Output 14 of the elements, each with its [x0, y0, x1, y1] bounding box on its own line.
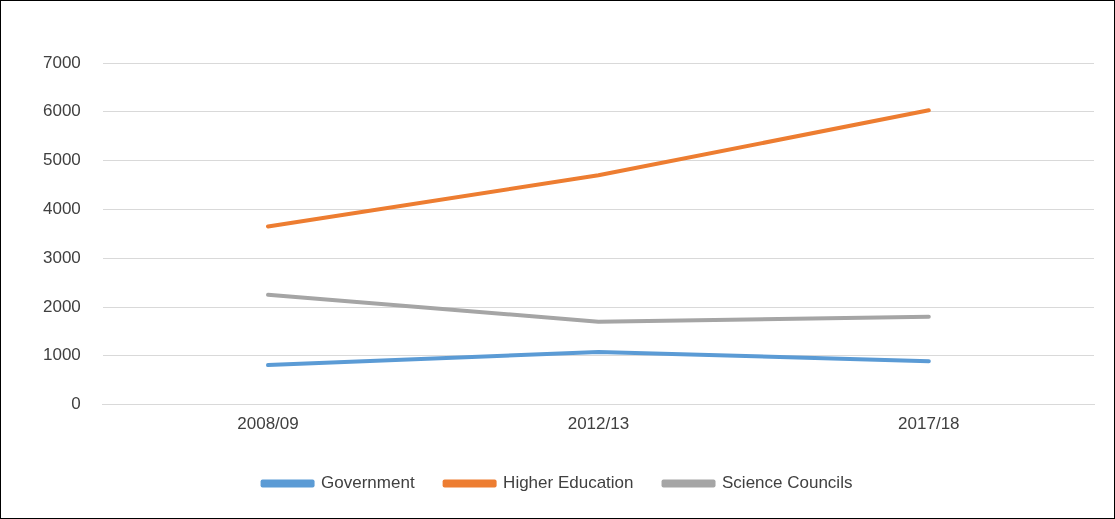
- y-tick-label: 0: [71, 394, 81, 414]
- y-tick-label: 5000: [42, 150, 81, 170]
- y-tick-label: 3000: [42, 247, 81, 267]
- y-tick-label: 1000: [42, 345, 81, 365]
- y-tick-label: 4000: [42, 199, 81, 219]
- x-tick-label: 2012/13: [567, 414, 630, 434]
- y-tick-label: 7000: [42, 52, 81, 72]
- legend-label: Higher Education: [503, 473, 634, 493]
- x-tick-label: 2008/09: [237, 414, 299, 434]
- x-tick-label: 2017/18: [898, 414, 960, 434]
- legend-label: Science Councils: [722, 473, 853, 493]
- y-tick-label: 6000: [42, 101, 81, 121]
- y-tick-label: 2000: [42, 296, 81, 316]
- legend-label: Government: [321, 473, 415, 493]
